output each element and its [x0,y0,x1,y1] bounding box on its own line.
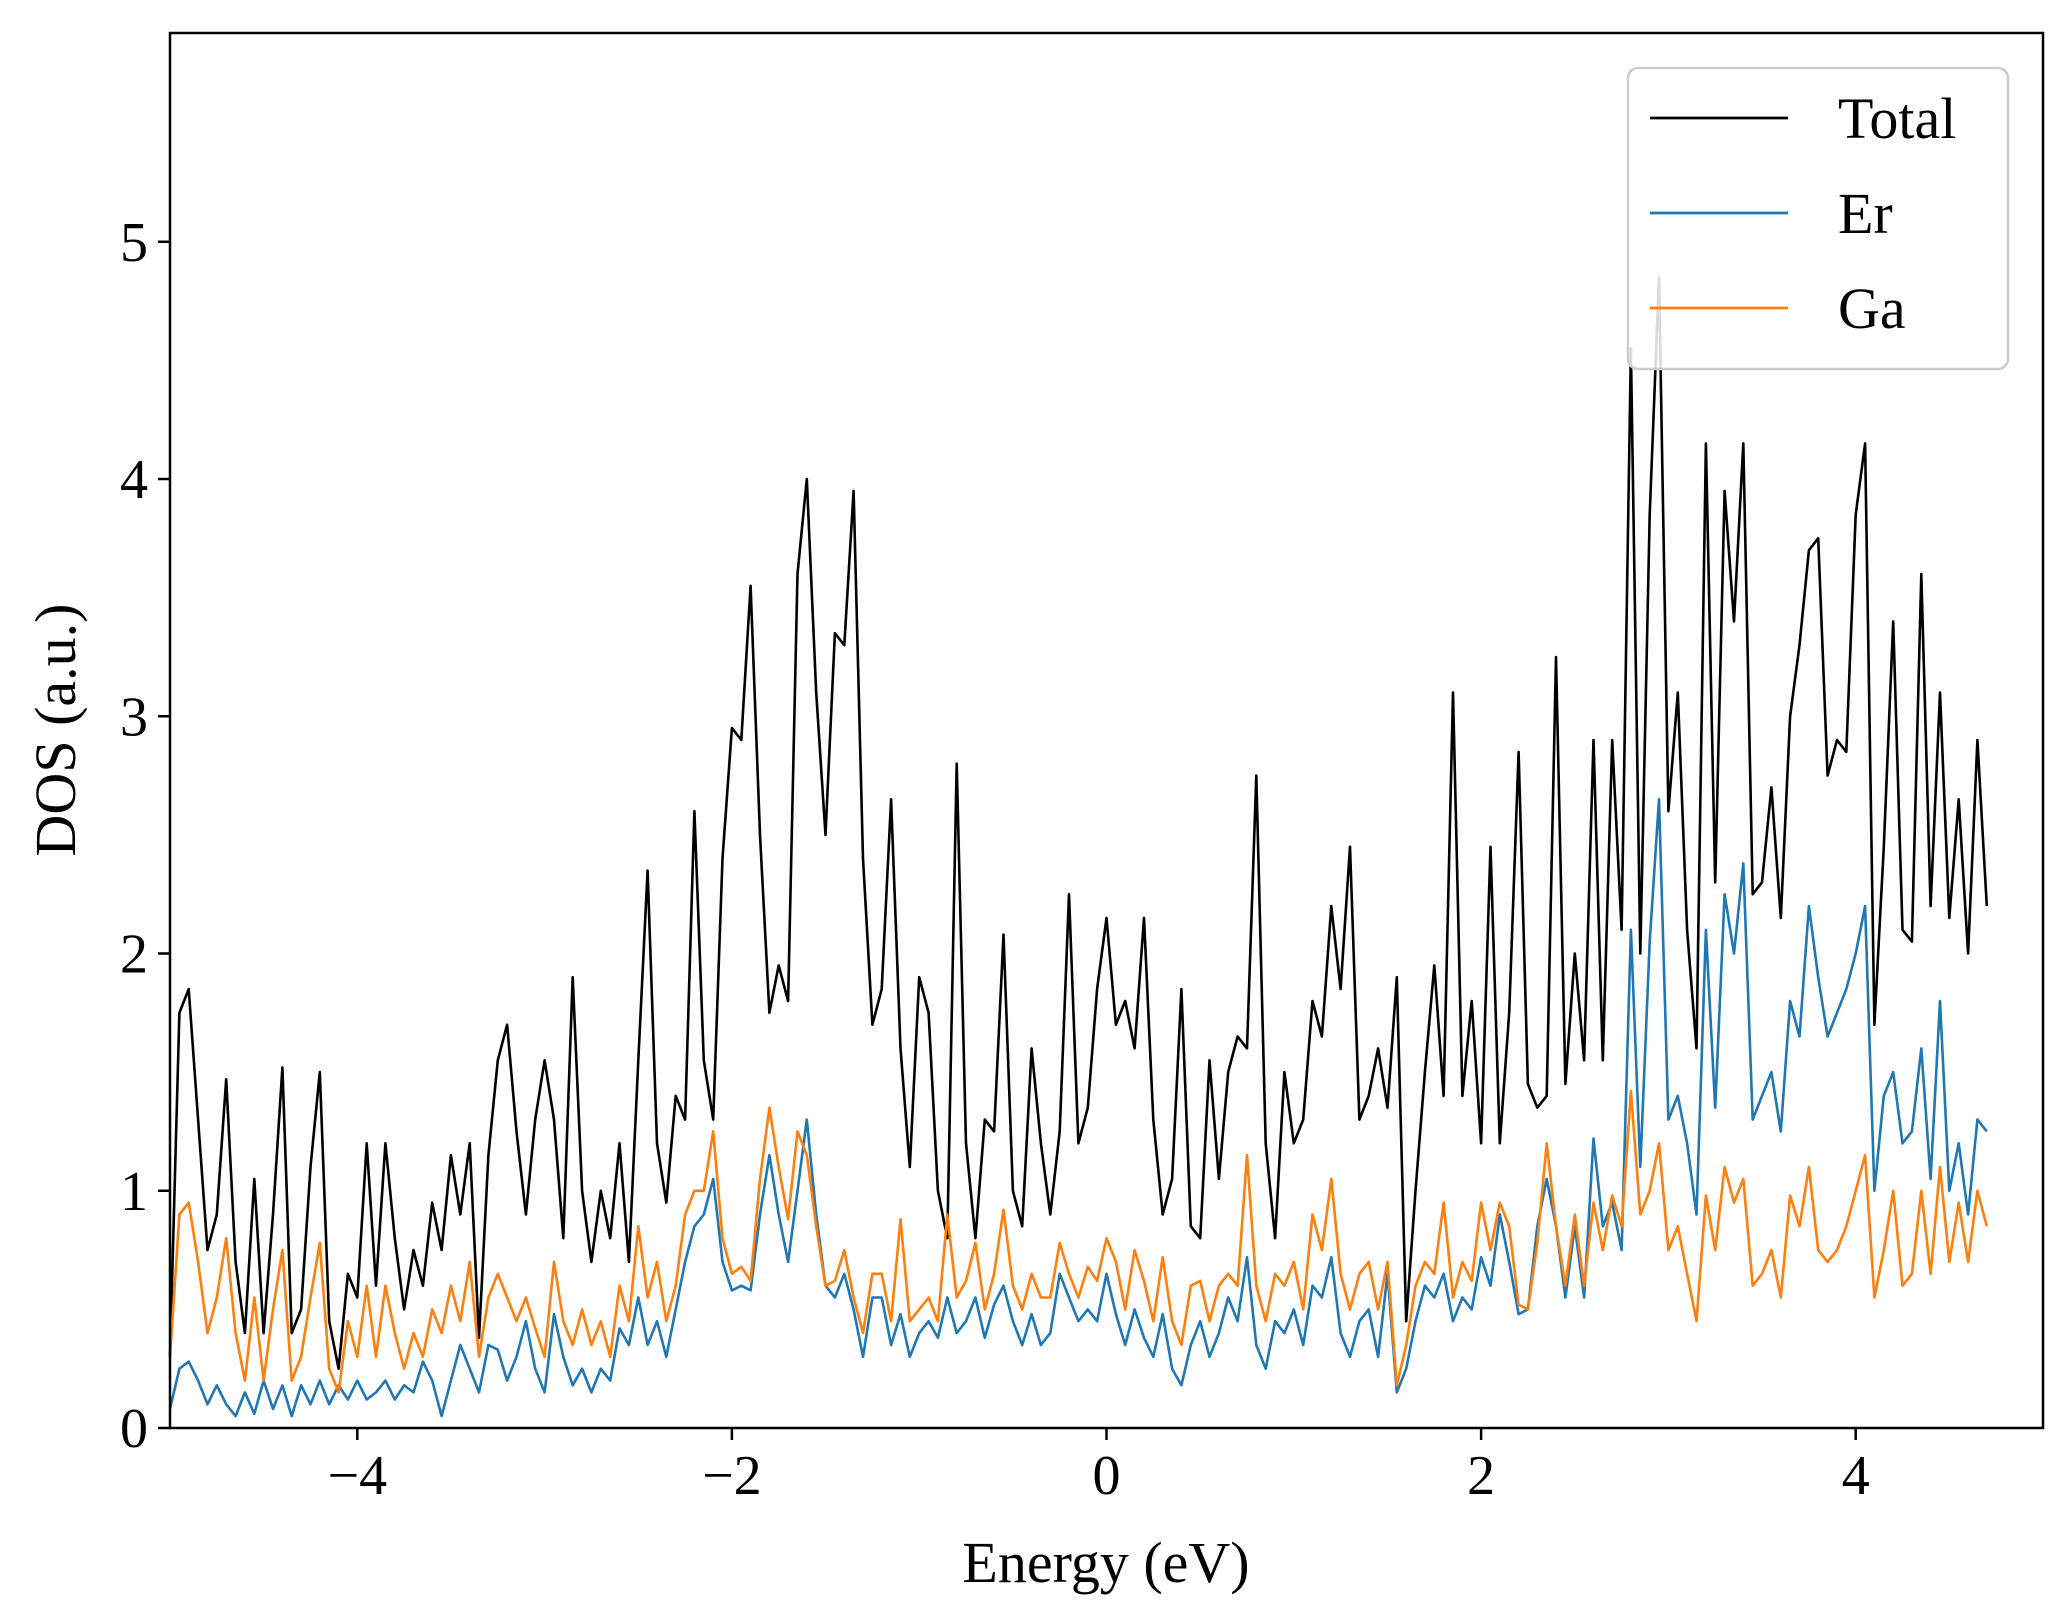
legend-box [1626,66,2010,371]
y-tick-label: 5 [120,212,148,274]
x-tick-label: −2 [702,1445,762,1507]
y-axis-ticks: 0 1 2 3 4 5 [120,212,170,1460]
legend: Total Er Ga [1626,66,2010,371]
legend-label-er: Er [1838,181,1893,246]
x-axis-ticks: −4 −2 0 2 4 [328,1428,1870,1507]
series-line-er [168,798,1988,1418]
y-axis-label: DOS (a.u.) [23,604,88,857]
y-tick-label: 4 [120,449,148,511]
legend-label-ga: Ga [1838,276,1906,341]
x-axis-label: Energy (eV) [962,1530,1249,1595]
x-tick-label: −4 [328,1445,388,1507]
x-tick-label: 2 [1467,1445,1495,1507]
y-tick-label: 0 [120,1398,148,1460]
y-tick-label: 1 [120,1161,148,1223]
y-tick-label: 3 [120,686,148,748]
series-line-total [168,276,1989,1370]
y-tick-label: 2 [120,924,148,986]
x-tick-label: 0 [1093,1445,1121,1507]
series-line-ga [168,1089,1989,1394]
legend-label-total: Total [1838,86,1956,151]
legend-entries: Total Er Ga [1650,86,1956,341]
series-layer [168,276,1989,1418]
x-tick-label: 4 [1842,1445,1870,1507]
